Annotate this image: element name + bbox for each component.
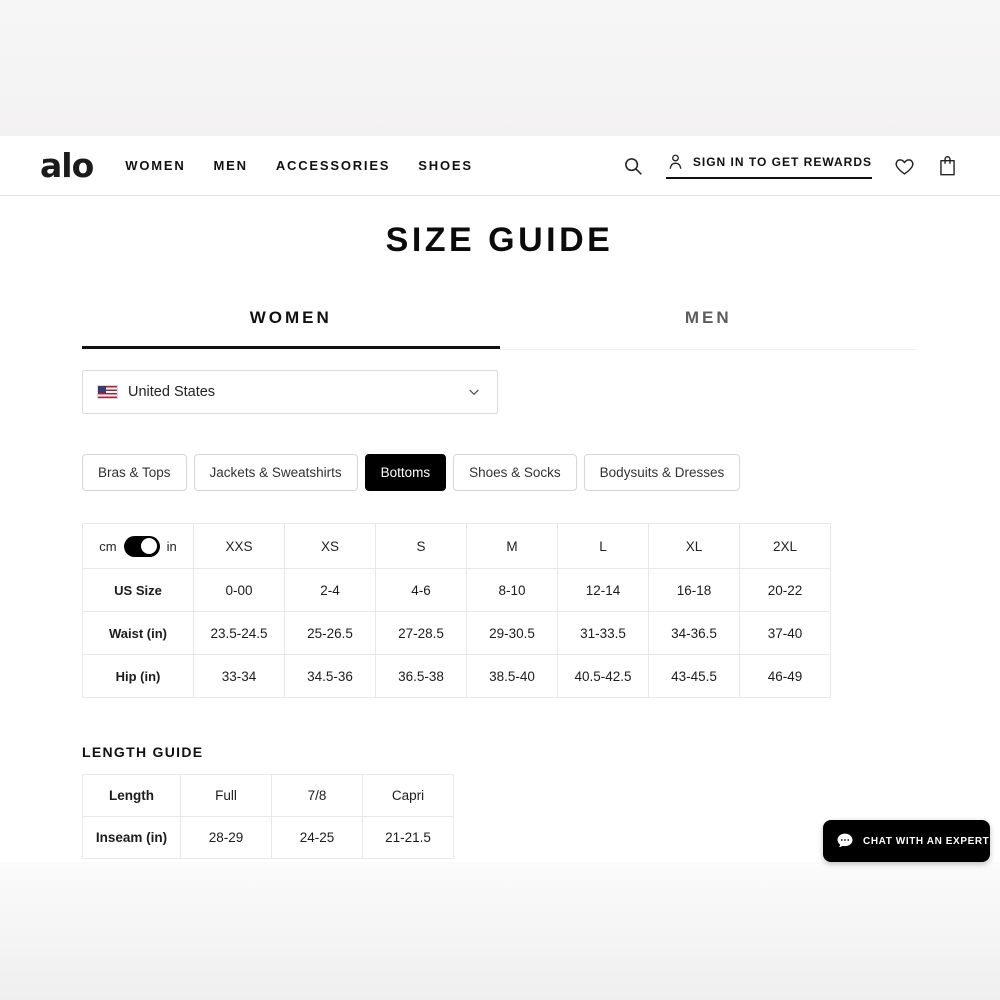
category-chips: Bras & Tops Jackets & Sweatshirts Bottom… xyxy=(82,454,1000,491)
search-icon[interactable] xyxy=(622,155,644,177)
cell: 21-21.5 xyxy=(362,816,454,859)
cell: 27-28.5 xyxy=(375,611,467,655)
us-flag-icon xyxy=(98,386,117,398)
nav-link-accessories[interactable]: ACCESSORIES xyxy=(275,158,391,173)
cell: 28-29 xyxy=(180,816,272,859)
size-col-xs: XS xyxy=(284,523,376,569)
cell: 43-45.5 xyxy=(648,654,740,698)
size-table-header-row: cm in XXS XS S M L XL 2XL xyxy=(82,523,831,569)
length-col-78: 7/8 xyxy=(271,774,363,817)
size-col-xl: XL xyxy=(648,523,740,569)
letterbox-top xyxy=(0,0,1000,136)
size-table: cm in XXS XS S M L XL 2XL US Size 0-00 xyxy=(82,523,831,698)
cell: 2-4 xyxy=(284,568,376,612)
length-col-capri: Capri xyxy=(362,774,454,817)
length-col-full: Full xyxy=(180,774,272,817)
chip-bodysuits-dresses[interactable]: Bodysuits & Dresses xyxy=(583,454,741,491)
length-guide-heading: LENGTH GUIDE xyxy=(82,744,204,760)
cell: 40.5-42.5 xyxy=(557,654,649,698)
cell: 8-10 xyxy=(466,568,558,612)
country-name: United States xyxy=(128,384,216,400)
unit-cm-label: cm xyxy=(99,538,117,554)
unit-toggle[interactable]: cm in xyxy=(83,535,193,557)
length-col-label: Length xyxy=(82,774,181,817)
chat-bubble-icon xyxy=(835,831,855,851)
cell: 34-36.5 xyxy=(648,611,740,655)
table-row-us-size: US Size 0-00 2-4 4-6 8-10 12-14 16-18 20… xyxy=(82,568,831,612)
unit-toggle-pill xyxy=(123,535,160,557)
tab-women[interactable]: WOMEN xyxy=(82,308,500,349)
cell: 16-18 xyxy=(648,568,740,612)
row-label: Waist (in) xyxy=(82,611,194,655)
cell: 46-49 xyxy=(739,654,831,698)
cell: 0-00 xyxy=(193,568,285,612)
cell: 29-30.5 xyxy=(466,611,558,655)
row-label: Hip (in) xyxy=(82,654,194,698)
alo-logo[interactable]: alo xyxy=(40,146,94,185)
user-icon xyxy=(666,152,685,171)
length-header-row: Length Full 7/8 Capri xyxy=(82,774,454,817)
length-guide-table: Length Full 7/8 Capri Inseam (in) 28-29 … xyxy=(82,774,454,859)
unit-in-label: in xyxy=(166,538,177,554)
chevron-down-icon xyxy=(466,384,482,400)
chip-shoes-socks[interactable]: Shoes & Socks xyxy=(453,454,577,491)
top-nav: alo WOMEN MEN ACCESSORIES SHOES xyxy=(0,136,1000,196)
cell: 36.5-38 xyxy=(375,654,467,698)
site-frame: alo WOMEN MEN ACCESSORIES SHOES xyxy=(0,136,1000,862)
nav-links: WOMEN MEN ACCESSORIES SHOES xyxy=(125,158,473,173)
nav-right: SIGN IN TO GET REWARDS xyxy=(622,152,958,179)
chat-button-label: CHAT WITH AN EXPERT xyxy=(863,835,990,847)
letterbox-bottom xyxy=(0,862,1000,1000)
chip-jackets-sweatshirts[interactable]: Jackets & Sweatshirts xyxy=(193,454,358,491)
table-row-hip: Hip (in) 33-34 34.5-36 36.5-38 38.5-40 4… xyxy=(82,654,831,698)
sign-in-label: SIGN IN TO GET REWARDS xyxy=(692,154,872,169)
row-label: Inseam (in) xyxy=(82,816,181,859)
wishlist-heart-icon[interactable] xyxy=(894,156,915,176)
unit-toggle-knob xyxy=(140,538,157,554)
cart-bag-icon[interactable] xyxy=(937,154,958,177)
cell: 12-14 xyxy=(557,568,649,612)
gender-tabs: WOMEN MEN xyxy=(82,308,918,350)
cell: 38.5-40 xyxy=(466,654,558,698)
page-title: SIZE GUIDE xyxy=(385,221,614,259)
size-col-m: M xyxy=(466,523,558,569)
size-col-2xl: 2XL xyxy=(739,523,831,569)
cell: 25-26.5 xyxy=(284,611,376,655)
size-col-xxs: XXS xyxy=(193,523,285,569)
cell: 34.5-36 xyxy=(284,654,376,698)
nav-link-men[interactable]: MEN xyxy=(213,158,248,173)
cell: 31-33.5 xyxy=(557,611,649,655)
cell: 23.5-24.5 xyxy=(193,611,285,655)
size-guide-content: SIZE GUIDE WOMEN MEN United States Bras … xyxy=(0,221,1000,859)
row-label: US Size xyxy=(82,568,194,612)
tab-men[interactable]: MEN xyxy=(499,308,918,350)
nav-link-women[interactable]: WOMEN xyxy=(125,158,186,173)
chat-with-expert-button[interactable]: CHAT WITH AN EXPERT xyxy=(823,820,990,862)
cell: 20-22 xyxy=(739,568,831,612)
nav-link-shoes[interactable]: SHOES xyxy=(418,158,473,173)
chip-bras-tops[interactable]: Bras & Tops xyxy=(82,454,187,491)
length-inseam-row: Inseam (in) 28-29 24-25 21-21.5 xyxy=(82,816,454,859)
country-select[interactable]: United States xyxy=(82,370,498,414)
sign-in-link[interactable]: SIGN IN TO GET REWARDS xyxy=(665,152,872,179)
cell: 24-25 xyxy=(271,816,363,859)
cell: 37-40 xyxy=(739,611,831,655)
size-col-s: S xyxy=(375,523,467,569)
table-row-waist: Waist (in) 23.5-24.5 25-26.5 27-28.5 29-… xyxy=(82,611,831,655)
cell: 4-6 xyxy=(375,568,467,612)
chip-bottoms[interactable]: Bottoms xyxy=(364,454,447,491)
cell: 33-34 xyxy=(193,654,285,698)
unit-toggle-cell: cm in xyxy=(82,523,194,569)
size-col-l: L xyxy=(557,523,649,569)
